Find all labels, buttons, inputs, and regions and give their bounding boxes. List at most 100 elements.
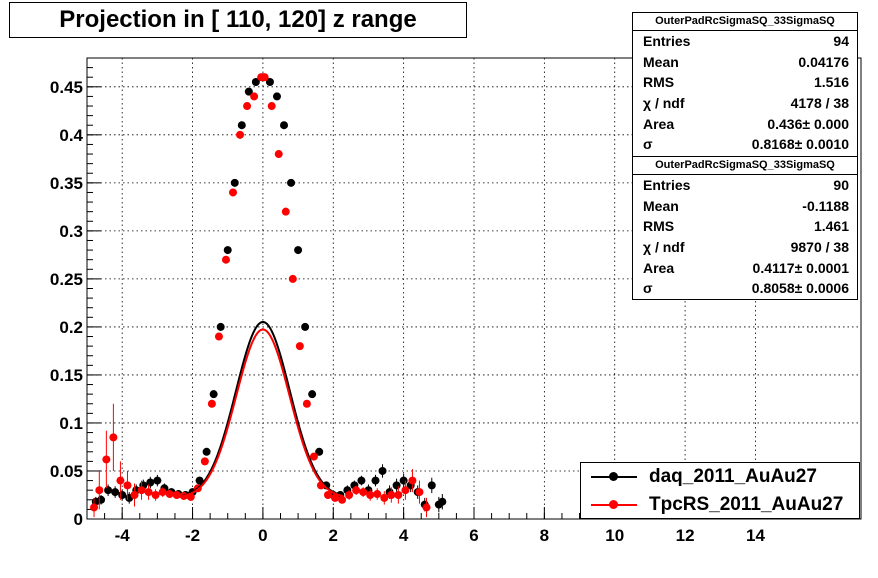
stats-label: Mean (643, 53, 679, 70)
data-point (223, 246, 232, 255)
stats-value: 94 (833, 33, 849, 49)
data-point (378, 466, 387, 475)
data-point (371, 476, 380, 485)
x-tick-label: 4 (399, 526, 409, 545)
data-point (331, 493, 340, 502)
data-point (309, 452, 318, 461)
data-point (202, 447, 211, 456)
data-point (380, 493, 389, 502)
data-point (438, 497, 447, 506)
stats-row-area: Area 0.436± 0.000 (633, 114, 857, 135)
data-point (118, 490, 127, 499)
data-point (151, 490, 160, 499)
data-point (251, 78, 260, 87)
series-0 (91, 73, 447, 513)
data-point (399, 476, 408, 485)
data-point (195, 476, 204, 485)
x-tick-label: 14 (746, 526, 765, 545)
y-tick-label: 0.25 (50, 270, 83, 289)
stats-label: Area (643, 115, 675, 132)
data-point (116, 476, 125, 485)
data-point (422, 503, 431, 512)
data-point (144, 488, 153, 497)
y-tick-label: 0.15 (50, 366, 83, 385)
data-point (295, 342, 304, 351)
data-point (301, 322, 310, 331)
data-point (280, 121, 289, 130)
data-point (146, 478, 155, 487)
fit-curves (181, 320, 344, 498)
chart-title: Projection in [ 110, 120] z range (59, 6, 417, 33)
data-point (315, 447, 324, 456)
fit-curve-1 (181, 328, 344, 498)
stats-box-daq: OuterPadRcSigmaSQ_33SigmaSQ Entries 94 Me… (632, 12, 858, 158)
data-point (308, 390, 317, 399)
data-point (216, 322, 225, 331)
legend-entry-tpcrs: TpcRS_2011_AuAu27 (581, 491, 859, 519)
data-point (244, 87, 253, 96)
data-point (111, 488, 120, 497)
stats-row-mean: Mean -0.1188 (633, 196, 857, 217)
stats-row-entries: Entries 90 (633, 175, 857, 196)
series-1 (90, 73, 431, 518)
data-point (401, 486, 410, 495)
stats-header: OuterPadRcSigmaSQ_33SigmaSQ (633, 157, 857, 175)
stats-value: 0.8058± 0.0006 (751, 280, 849, 297)
data-point (288, 274, 297, 283)
stats-value: -0.1188 (802, 197, 849, 214)
x-tick-label: 2 (329, 526, 338, 545)
data-point (130, 490, 139, 499)
fit-curve-0 (181, 320, 344, 497)
x-tick-label: 10 (605, 526, 624, 545)
data-point (243, 102, 252, 111)
data-point (323, 490, 332, 499)
stats-label: Entries (643, 33, 691, 49)
data-point (373, 490, 382, 499)
data-point (165, 490, 174, 499)
data-point (357, 476, 366, 485)
stats-label: σ (643, 280, 653, 297)
stats-row-mean: Mean 0.04176 (633, 52, 857, 73)
x-tick-label: -4 (115, 526, 131, 545)
data-point (207, 399, 216, 408)
stats-row-entries: Entries 94 (633, 31, 857, 52)
stats-row-rms: RMS 1.461 (633, 216, 857, 237)
stats-label: χ / ndf (643, 239, 685, 256)
stats-value: 9870 / 38 (790, 239, 849, 256)
data-point (214, 332, 223, 341)
data-point (272, 92, 281, 101)
stats-row-sigma: σ 0.8168± 0.0010 (633, 134, 857, 155)
y-tick-label: 0.4 (59, 126, 83, 145)
stats-row-chi2: χ / ndf 9870 / 38 (633, 237, 857, 258)
data-point (137, 486, 146, 495)
stats-value: 0.04176 (798, 53, 849, 70)
data-point (281, 207, 290, 216)
data-point (250, 92, 259, 101)
data-point (359, 488, 368, 497)
y-tick-label: 0.35 (50, 174, 83, 193)
legend-dot-marker (609, 472, 618, 481)
stats-label: RMS (643, 74, 675, 91)
data-point (237, 121, 246, 130)
stats-value: 1.461 (813, 218, 849, 235)
data-point (387, 490, 396, 499)
data-point (366, 490, 375, 499)
data-point (408, 476, 417, 485)
x-tick-label: 6 (469, 526, 478, 545)
stats-row-rms: RMS 1.516 (633, 72, 857, 93)
data-point (97, 495, 106, 504)
data-point (345, 490, 354, 499)
data-point (267, 102, 276, 111)
y-tick-label: 0.3 (59, 222, 83, 241)
data-point (302, 399, 311, 408)
data-point (158, 488, 167, 497)
stats-row-area: Area 0.4117± 0.0001 (633, 258, 857, 279)
data-point (95, 486, 104, 495)
data-point (236, 130, 245, 139)
legend: daq_2011_AuAu27 TpcRS_2011_AuAu27 (580, 462, 860, 519)
data-point (352, 486, 361, 495)
data-point (109, 433, 118, 442)
stats-row-chi2: χ / ndf 4178 / 38 (633, 93, 857, 114)
data-point (260, 73, 269, 82)
data-point (294, 246, 303, 255)
